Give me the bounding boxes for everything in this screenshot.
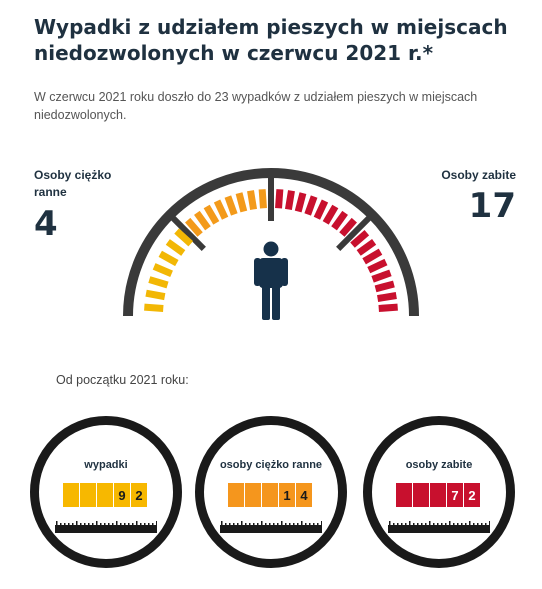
page-title: Wypadki z udziałem pieszych w miejscach … bbox=[34, 15, 508, 65]
gauge-segment bbox=[203, 204, 220, 225]
gauge-segment bbox=[350, 230, 370, 248]
counter-digit bbox=[63, 483, 79, 507]
gauge-segment bbox=[322, 204, 339, 225]
gauge-segment bbox=[313, 199, 329, 220]
counter-digit: 7 bbox=[447, 483, 463, 507]
gauge-segment bbox=[362, 248, 383, 265]
gauge-segment bbox=[185, 217, 203, 237]
gauge-segment bbox=[247, 190, 258, 210]
killed-label: Osoby zabite bbox=[441, 168, 516, 182]
injured-label: Osoby ciężko ranne bbox=[34, 168, 112, 199]
gauge-segment bbox=[194, 210, 211, 231]
gauge bbox=[123, 168, 419, 320]
gauge-segment bbox=[284, 190, 295, 210]
counter-digit bbox=[430, 483, 446, 507]
gauge-segment bbox=[356, 239, 377, 256]
counter-label: osoby ciężko ranne bbox=[219, 459, 323, 471]
counter-digit: 9 bbox=[114, 483, 130, 507]
counter-digit: 1 bbox=[279, 483, 295, 507]
counter-digit bbox=[80, 483, 96, 507]
counter-label: wypadki bbox=[84, 459, 128, 471]
counter-digit bbox=[245, 483, 261, 507]
gauge-segment bbox=[275, 189, 284, 209]
gauge-segment bbox=[258, 189, 267, 209]
person-icon bbox=[254, 241, 288, 320]
injured-value: 4 bbox=[34, 204, 58, 244]
gauge-segment bbox=[377, 292, 397, 303]
counter-digit bbox=[413, 483, 429, 507]
gauge-segment bbox=[371, 269, 392, 283]
gauge-segment bbox=[152, 263, 173, 278]
gauge-separator bbox=[169, 214, 206, 251]
gauge-segment bbox=[339, 217, 357, 237]
gauge-segment bbox=[378, 303, 398, 312]
gauge-segment bbox=[224, 195, 238, 216]
gauge-segment bbox=[367, 258, 388, 274]
gauge-segment bbox=[165, 239, 186, 256]
gauge-arc bbox=[123, 168, 419, 317]
gauge-segment bbox=[374, 280, 395, 293]
gauge-frame bbox=[123, 168, 419, 317]
gauge-segment bbox=[304, 195, 318, 216]
counter-digit bbox=[228, 483, 244, 507]
since-label: Od początku 2021 roku: bbox=[56, 373, 189, 387]
counter-digit: 4 bbox=[296, 483, 312, 507]
killed-value: 17 bbox=[468, 186, 516, 226]
gauge-ticks bbox=[144, 189, 398, 312]
counter-label: osoby zabite bbox=[405, 459, 473, 471]
counter-digit bbox=[97, 483, 113, 507]
ruler-icon bbox=[55, 521, 157, 533]
counter-digit: 2 bbox=[131, 483, 147, 507]
gauge-segment bbox=[235, 192, 248, 213]
page-subtitle: W czerwcu 2021 roku doszło do 23 wypadkó… bbox=[34, 90, 478, 122]
gauge-separator bbox=[336, 214, 373, 251]
gauge-segment bbox=[148, 276, 169, 289]
gauge-segment bbox=[213, 199, 229, 220]
gauge-segment bbox=[174, 228, 194, 247]
gauge-segment bbox=[294, 192, 307, 213]
gauge-segment bbox=[158, 250, 179, 267]
counter-digit: 2 bbox=[464, 483, 480, 507]
gauge-segment bbox=[331, 210, 348, 231]
ruler-icon bbox=[220, 521, 322, 533]
gauge-segment bbox=[144, 303, 164, 312]
counter-digit bbox=[396, 483, 412, 507]
counter-digit bbox=[262, 483, 278, 507]
gauge-segment bbox=[145, 289, 166, 301]
ruler-icon bbox=[388, 521, 490, 533]
